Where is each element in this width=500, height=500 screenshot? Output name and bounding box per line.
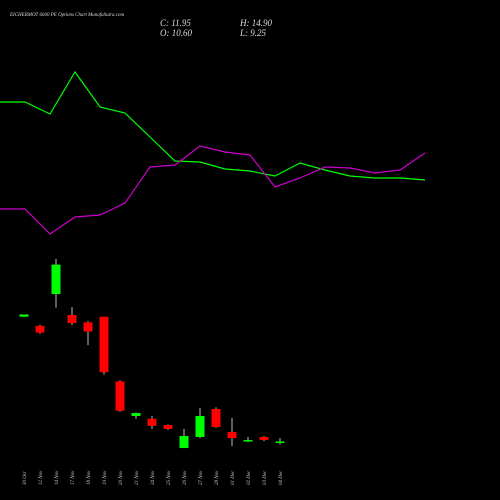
x-tick-label: 01 Dec — [231, 470, 236, 485]
x-tick-label: 26 Nov — [183, 470, 188, 485]
x-tick-label: 04 Dec — [279, 470, 284, 485]
candle-body — [147, 418, 157, 426]
close-label: C: 11.95 — [160, 18, 191, 28]
candle-body — [35, 325, 45, 333]
candle-body — [131, 413, 141, 417]
x-tick-label: 20 Nov — [119, 470, 124, 485]
candle-body — [51, 264, 61, 295]
x-tick-label: 25 Nov — [167, 470, 172, 485]
x-tick-label: 19 Nov — [103, 470, 108, 485]
x-tick-label: 27 Nov — [199, 470, 204, 485]
x-tick-label: 21 Nov — [135, 470, 140, 485]
x-tick-label: 18 Nov — [87, 470, 92, 485]
candle-body — [19, 314, 29, 317]
x-tick-label: 12 Nov — [39, 470, 44, 485]
candle-body — [243, 440, 253, 442]
candle-body — [99, 316, 109, 373]
x-tick-label: 24 Nov — [151, 470, 156, 485]
x-tick-label: 28 Nov — [215, 470, 220, 485]
line-series — [0, 70, 426, 181]
candle-body — [227, 431, 237, 438]
candle-body — [67, 315, 77, 324]
line-series — [0, 145, 426, 235]
candle-body — [211, 408, 221, 428]
low-label: L: 9.25 — [239, 28, 267, 38]
candle-body — [195, 416, 205, 437]
candle-body — [275, 441, 285, 443]
chart-title: EICHERMOT 6600 PE Options Chart MunafaSu… — [9, 13, 124, 18]
x-tick-label: 30 Oct — [23, 471, 28, 485]
candle-body — [259, 436, 269, 441]
x-tick-label: 03 Dec — [263, 470, 268, 485]
x-tick-label: 14 Nov — [55, 470, 60, 485]
candle-body — [163, 424, 173, 429]
candle-body — [179, 435, 189, 448]
x-tick-label: 02 Dec — [247, 470, 252, 485]
candle-body — [83, 322, 93, 332]
open-label: O: 10.60 — [160, 28, 192, 38]
x-tick-label: 17 Nov — [71, 470, 76, 485]
high-label: H: 14.90 — [239, 18, 272, 28]
candle-body — [115, 381, 125, 411]
